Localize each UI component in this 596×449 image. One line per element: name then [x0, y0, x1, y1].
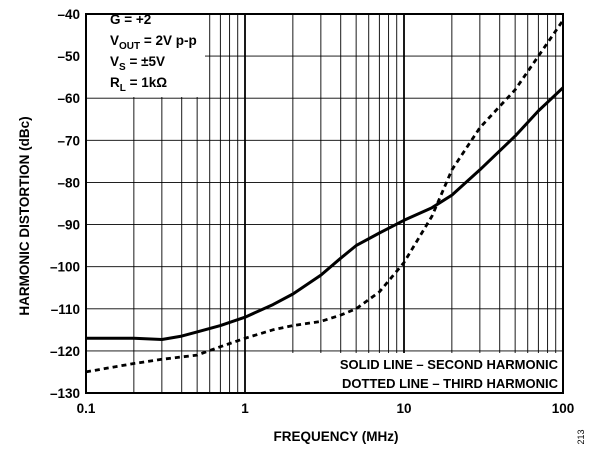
legend-dotted-entry: DOTTED LINE – THIRD HARMONIC	[342, 376, 559, 391]
condition-vs: VS = ±5V	[110, 54, 165, 73]
conditions-annotation: G = +2 VOUT = 2V p-p VS = ±5V RL = 1kΩ	[110, 12, 197, 94]
condition-vs-sub: S	[119, 62, 126, 73]
x-tick-label: 100	[552, 401, 575, 416]
condition-gain: G = +2	[110, 12, 151, 27]
figure-id: 213	[576, 429, 586, 444]
plot-frame	[85, 13, 564, 394]
y-tick-label: –60	[57, 91, 80, 106]
y-tick-label: –100	[50, 260, 80, 275]
x-tick-label: 10	[396, 401, 411, 416]
condition-vout-rest: = 2V p-p	[140, 33, 197, 48]
x-tick-label: 0.1	[77, 401, 96, 416]
condition-vout-sub: OUT	[119, 41, 140, 52]
conditions-box	[87, 15, 205, 97]
y-tick-label: –80	[57, 175, 80, 190]
y-tick-label: –120	[50, 344, 80, 359]
condition-vs-base: V	[110, 54, 119, 69]
y-tick-label: –130	[50, 386, 80, 401]
condition-gain-base: G = +2	[110, 12, 151, 27]
y-tick-label: –50	[57, 49, 80, 64]
y-tick-label: –40	[57, 7, 80, 22]
condition-vout: VOUT = 2V p-p	[110, 33, 197, 52]
y-tick-label: –110	[51, 302, 80, 317]
condition-rl: RL = 1kΩ	[110, 75, 167, 94]
condition-rl-rest: = 1kΩ	[126, 75, 167, 90]
condition-rl-base: R	[110, 75, 120, 90]
condition-vs-rest: = ±5V	[126, 54, 165, 69]
condition-rl-sub: L	[120, 83, 126, 94]
y-tick-label: –70	[57, 133, 80, 148]
series-second-harmonic-line	[86, 86, 565, 341]
legend-box	[286, 353, 562, 392]
y-tick-label: –90	[57, 218, 80, 233]
legend: SOLID LINE – SECOND HARMONIC DOTTED LINE…	[340, 357, 559, 391]
legend-solid-entry: SOLID LINE – SECOND HARMONIC	[340, 357, 559, 372]
x-tick-label: 1	[241, 401, 249, 416]
series-third-harmonic-line	[85, 19, 565, 374]
x-axis-label: FREQUENCY (MHz)	[273, 429, 398, 444]
y-axis-label: HARMONIC DISTORTION (dBc)	[17, 116, 32, 315]
condition-vout-base: V	[110, 33, 119, 48]
series-lines	[85, 19, 565, 374]
